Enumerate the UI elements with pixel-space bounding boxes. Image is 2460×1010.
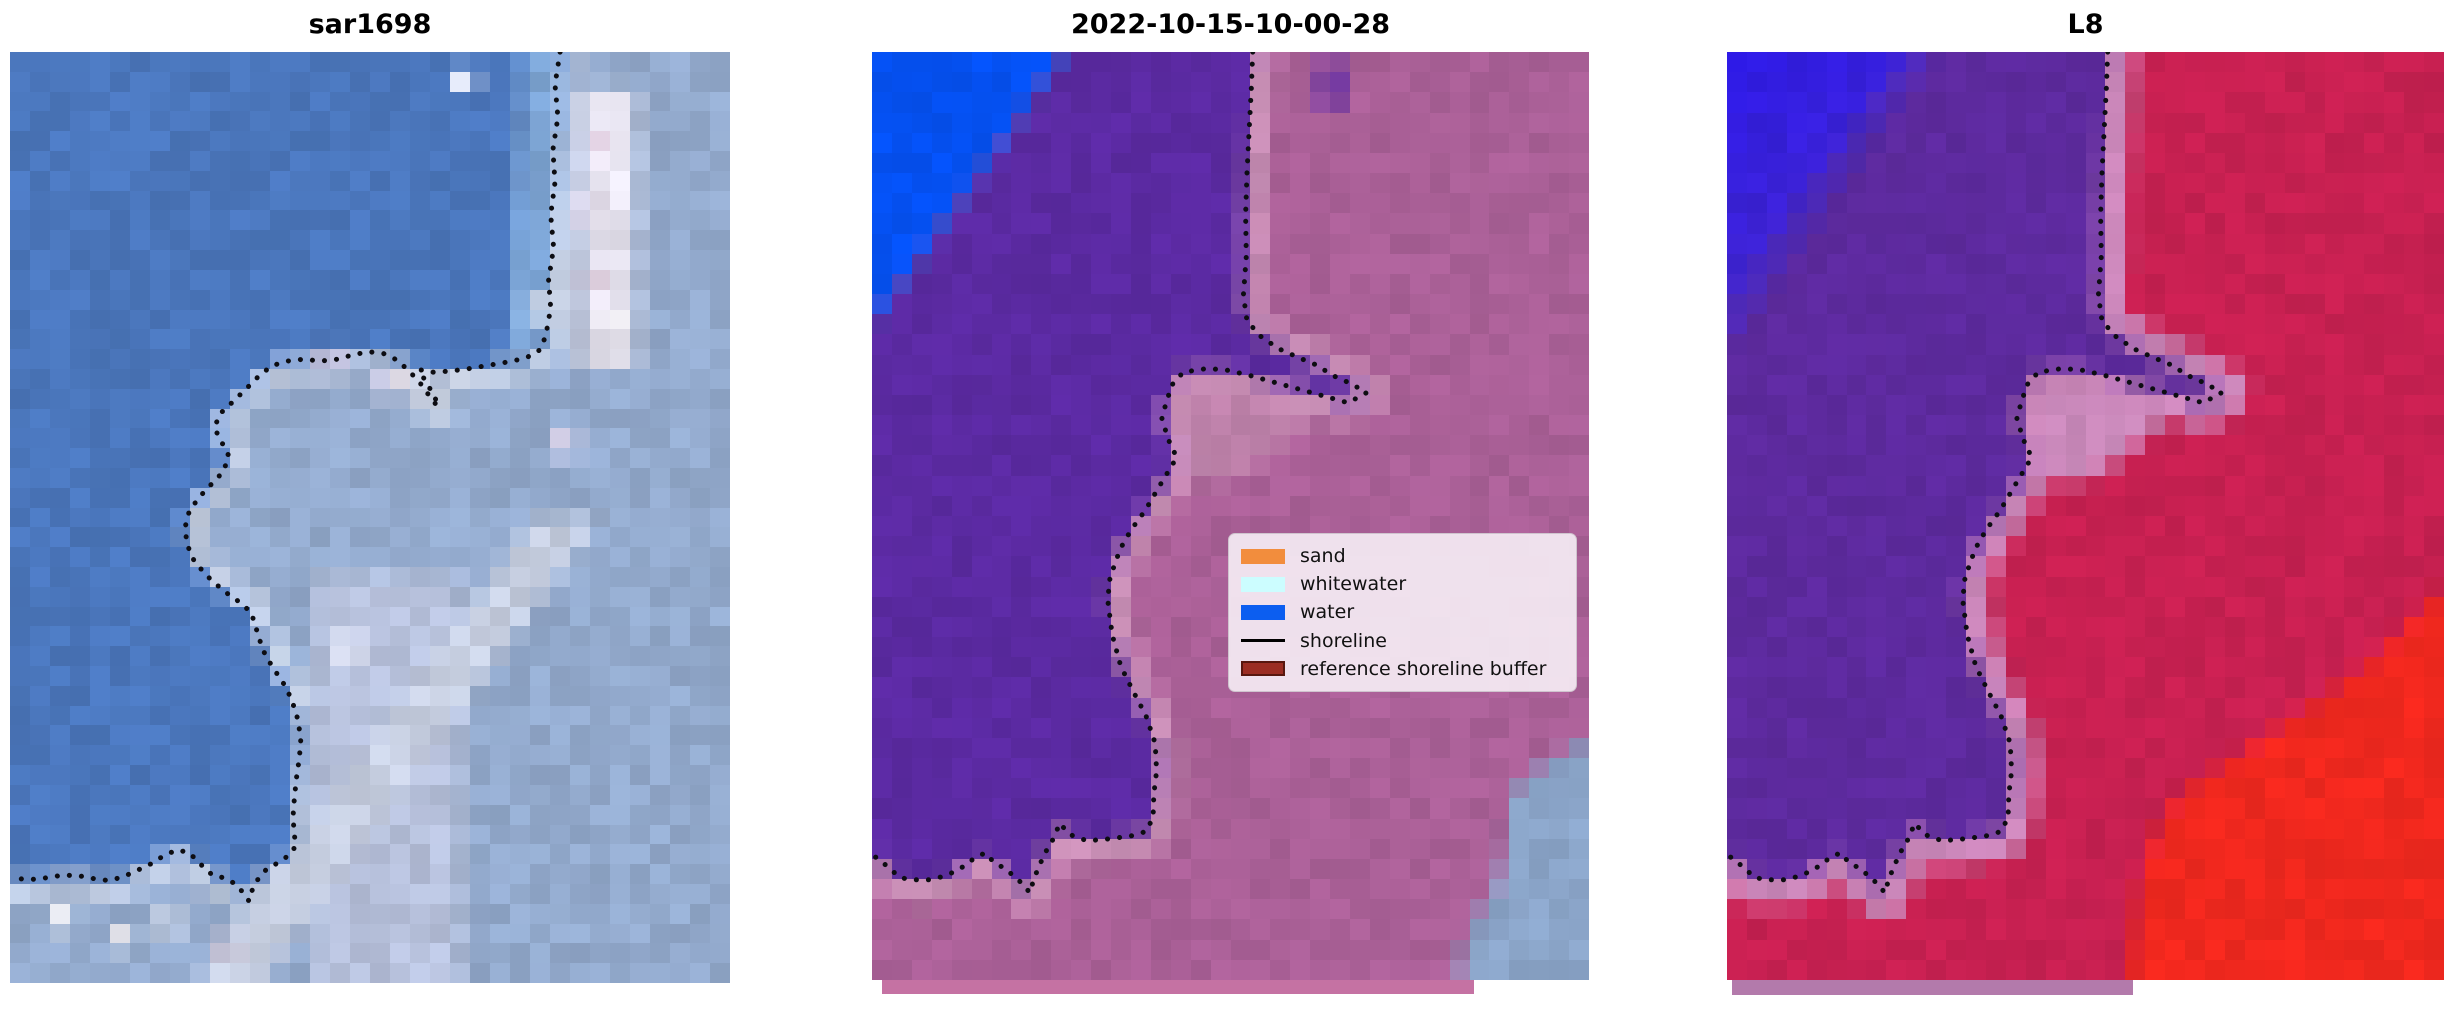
l8-image-canvas	[1727, 52, 2444, 980]
legend-row-sand: sand	[1241, 543, 1564, 569]
sar-image-canvas	[10, 52, 730, 983]
legend-swatch-water	[1241, 604, 1285, 620]
panel-title-sar1698: sar1698	[308, 9, 432, 40]
legend-swatch-whitewater	[1241, 576, 1285, 592]
classified-image-canvas	[872, 52, 1589, 980]
legend-label: sand	[1300, 545, 1346, 568]
panel-l8-image	[1727, 52, 2444, 980]
legend-label: whitewater	[1300, 573, 1407, 596]
panel-title-datetime: 2022-10-15-10-00-28	[1070, 9, 1391, 40]
legend-row-reference-shoreline-buffer: reference shoreline buffer	[1241, 656, 1564, 682]
legend-row-water: water	[1241, 599, 1564, 625]
panel-classified-image	[872, 52, 1589, 980]
legend-swatch-reference-shoreline-buffer	[1241, 661, 1285, 677]
legend-box: sand whitewater water shoreline reference sh…	[1228, 533, 1577, 692]
classified-bottom-strip	[882, 980, 1474, 994]
legend-label: water	[1300, 601, 1355, 624]
legend-label: shoreline	[1300, 629, 1387, 652]
l8-bottom-strip	[1732, 980, 2133, 995]
legend-line-swatch-shoreline	[1241, 639, 1285, 643]
legend-row-shoreline: shoreline	[1241, 628, 1564, 654]
legend-swatch-sand	[1241, 548, 1285, 564]
legend-row-whitewater: whitewater	[1241, 571, 1564, 597]
legend-label: reference shoreline buffer	[1300, 657, 1547, 680]
panel-title-l8: L8	[2067, 9, 2104, 40]
panel-sar-image	[10, 52, 730, 983]
